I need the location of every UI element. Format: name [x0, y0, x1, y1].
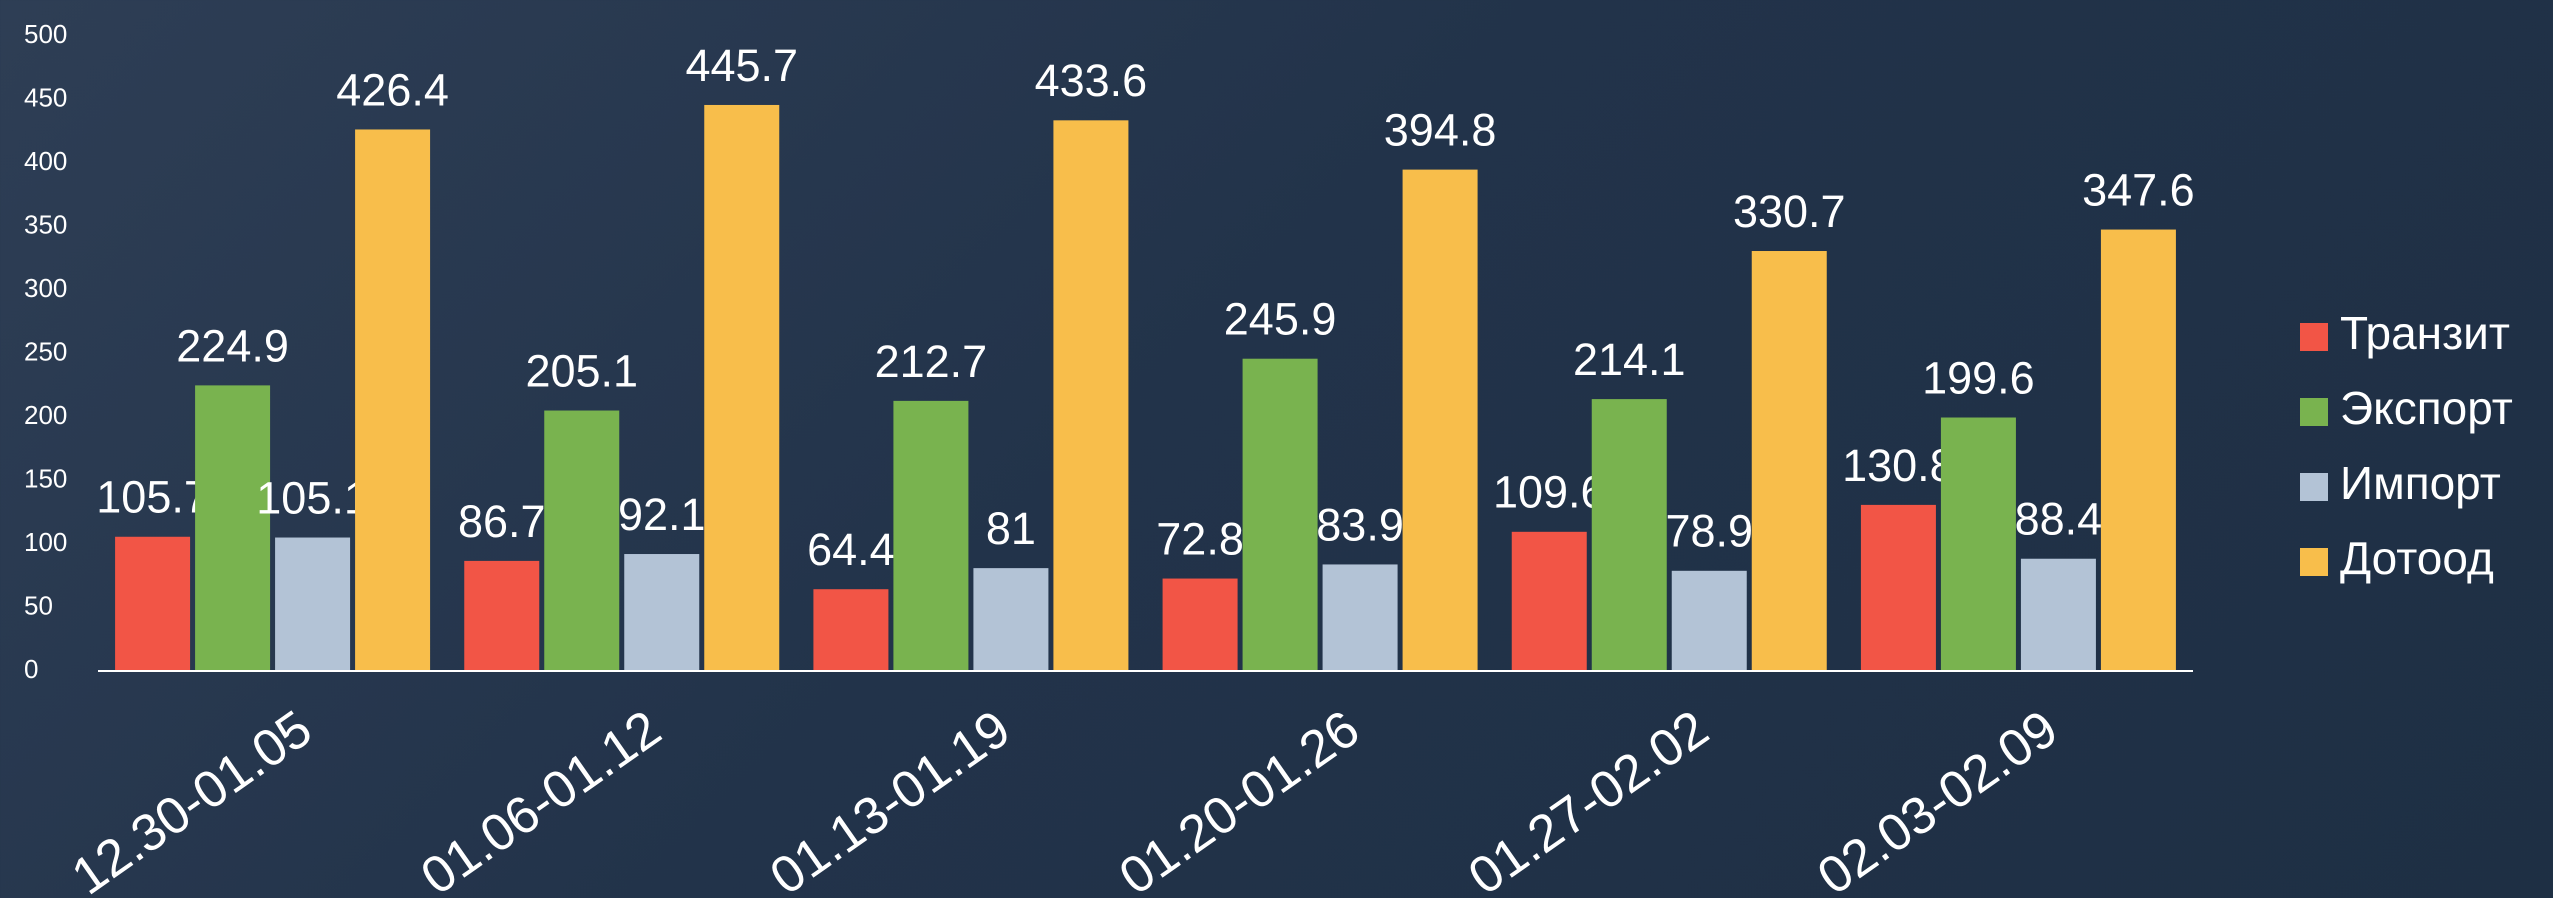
bar	[1671, 570, 1747, 671]
x-tick-label: 02.03-02.09	[1808, 700, 2069, 898]
legend-label: Дотоод	[2340, 532, 2494, 584]
data-label: 92.1	[618, 489, 706, 540]
y-tick-label: 450	[24, 82, 67, 112]
legend-swatch	[2300, 398, 2328, 426]
bar	[1940, 417, 2016, 671]
bar	[275, 537, 351, 671]
x-tick-label: 01.20-01.26	[1109, 700, 1370, 898]
y-tick-label: 0	[24, 654, 38, 684]
data-label: 445.7	[685, 40, 798, 91]
data-label: 72.8	[1156, 513, 1244, 564]
x-tick-label: 01.27-02.02	[1458, 700, 1719, 898]
bar	[195, 385, 271, 671]
bar	[115, 536, 191, 671]
bar	[1860, 504, 1936, 671]
legend-label: Транзит	[2340, 307, 2510, 359]
bar	[893, 400, 969, 671]
data-label: 205.1	[525, 345, 638, 396]
bar	[1402, 169, 1478, 671]
legend-swatch	[2300, 548, 2328, 576]
data-label: 83.9	[1316, 499, 1404, 550]
y-tick-label: 500	[24, 19, 67, 49]
bar	[973, 568, 1049, 671]
data-label: 78.9	[1665, 506, 1753, 557]
bar	[1322, 564, 1398, 671]
bar	[355, 129, 431, 672]
data-label: 212.7	[875, 336, 988, 387]
data-label: 109.6	[1493, 467, 1606, 518]
data-label: 88.4	[2015, 494, 2103, 545]
data-label: 245.9	[1224, 294, 1337, 345]
bar	[2100, 229, 2176, 671]
bar	[813, 589, 889, 671]
bar	[1591, 399, 1667, 671]
legend-swatch	[2300, 323, 2328, 351]
y-tick-label: 250	[24, 336, 67, 366]
bar	[704, 104, 780, 671]
data-label: 199.6	[1922, 352, 2035, 403]
data-label: 224.9	[176, 320, 289, 371]
x-tick-label: 01.06-01.12	[411, 700, 672, 898]
bar	[1162, 578, 1238, 671]
data-label: 426.4	[336, 64, 449, 115]
legend-swatch	[2300, 473, 2328, 501]
bar	[1751, 251, 1827, 672]
bar	[2020, 558, 2096, 671]
y-tick-label: 50	[24, 590, 53, 620]
data-label: 130.8	[1842, 440, 1955, 491]
data-label: 105.1	[256, 472, 369, 523]
bar	[464, 560, 540, 671]
data-label: 64.4	[807, 524, 895, 575]
data-label: 81	[986, 503, 1036, 554]
data-label: 330.7	[1733, 186, 1846, 237]
x-tick-label: 01.13-01.19	[760, 700, 1021, 898]
y-tick-label: 300	[24, 273, 67, 303]
data-label: 214.1	[1573, 334, 1686, 385]
y-tick-label: 150	[24, 463, 67, 493]
legend-label: Импорт	[2340, 457, 2501, 509]
data-label: 433.6	[1035, 55, 1148, 106]
data-label: 105.7	[96, 472, 209, 523]
bar	[1511, 531, 1587, 671]
y-tick-label: 200	[24, 400, 67, 430]
legend-label: Экспорт	[2340, 382, 2513, 434]
data-label: 86.7	[458, 496, 546, 547]
data-label: 394.8	[1384, 104, 1497, 155]
x-tick-label: 12.30-01.05	[62, 700, 323, 898]
bar	[1242, 358, 1318, 671]
y-tick-label: 350	[24, 209, 67, 239]
bar	[1053, 120, 1129, 671]
bar	[624, 554, 700, 671]
y-tick-label: 400	[24, 146, 67, 176]
y-tick-label: 100	[24, 527, 67, 557]
bar	[544, 410, 620, 671]
data-label: 347.6	[2082, 164, 2195, 215]
